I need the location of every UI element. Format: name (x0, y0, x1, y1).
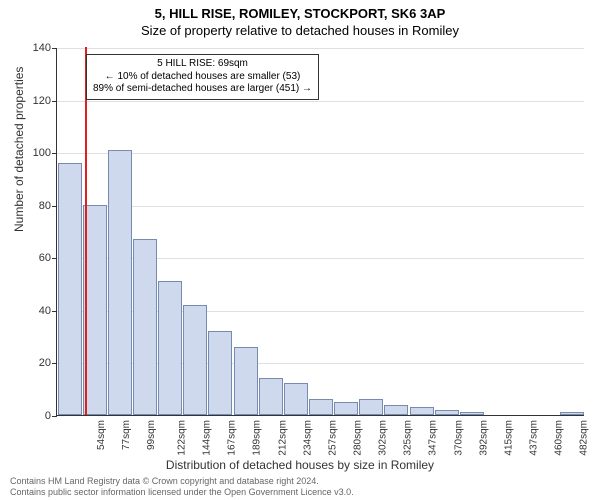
histogram-bar (58, 163, 82, 415)
histogram-bar (560, 412, 584, 415)
histogram-bar (158, 281, 182, 415)
x-tick-label: 167sqm (227, 420, 238, 456)
y-tick-label: 120 (33, 95, 57, 107)
y-tick-label: 40 (39, 305, 57, 317)
page-title-desc: Size of property relative to detached ho… (0, 21, 600, 38)
reference-line (85, 47, 87, 415)
x-tick-label: 212sqm (277, 420, 288, 456)
y-axis-title: Number of detached properties (12, 67, 26, 232)
y-tick-label: 20 (39, 357, 57, 369)
y-tick-label: 140 (33, 42, 57, 54)
x-tick-label: 460sqm (554, 420, 565, 456)
x-tick-label: 189sqm (252, 420, 263, 456)
x-tick-label: 99sqm (146, 420, 157, 450)
histogram-bar (284, 383, 308, 415)
y-tick-label: 60 (39, 252, 57, 264)
histogram-bar (384, 405, 408, 416)
histogram-bar (435, 410, 459, 415)
annotation-box: 5 HILL RISE: 69sqm ← 10% of detached hou… (86, 54, 319, 100)
x-tick-label: 302sqm (378, 420, 389, 456)
histogram-bar (309, 399, 333, 415)
x-tick-label: 280sqm (353, 420, 364, 456)
footer-line: Contains HM Land Registry data © Crown c… (10, 476, 354, 487)
annotation-line: 89% of semi-detached houses are larger (… (93, 83, 312, 96)
x-tick-label: 482sqm (579, 420, 590, 456)
annotation-line: 5 HILL RISE: 69sqm (93, 58, 312, 71)
y-tick-label: 100 (33, 147, 57, 159)
x-tick-label: 77sqm (121, 420, 132, 450)
annotation-line: ← 10% of detached houses are smaller (53… (93, 71, 312, 84)
x-tick-label: 54sqm (96, 420, 107, 450)
histogram-bar (359, 399, 383, 415)
x-tick-label: 347sqm (428, 420, 439, 456)
x-tick-label: 122sqm (177, 420, 188, 456)
chart-area: 02040608010012014054sqm77sqm99sqm122sqm1… (56, 48, 584, 416)
gridline (57, 206, 584, 207)
x-tick-label: 370sqm (453, 420, 464, 456)
x-tick-label: 325sqm (403, 420, 414, 456)
gridline (57, 48, 584, 49)
histogram-bar (208, 331, 232, 415)
histogram-bar (133, 239, 157, 415)
x-tick-label: 392sqm (478, 420, 489, 456)
page-title-address: 5, HILL RISE, ROMILEY, STOCKPORT, SK6 3A… (0, 0, 600, 21)
histogram-bar (410, 407, 434, 415)
x-tick-label: 144sqm (202, 420, 213, 456)
y-tick-label: 0 (45, 410, 57, 422)
gridline (57, 101, 584, 102)
histogram-bar (259, 378, 283, 415)
x-axis-title: Distribution of detached houses by size … (0, 458, 600, 472)
gridline (57, 153, 584, 154)
footer-attribution: Contains HM Land Registry data © Crown c… (10, 476, 354, 498)
y-tick-label: 80 (39, 200, 57, 212)
x-tick-label: 234sqm (302, 420, 313, 456)
histogram-bar (460, 412, 484, 415)
histogram-bar (234, 347, 258, 415)
x-tick-label: 415sqm (503, 420, 514, 456)
x-tick-label: 257sqm (327, 420, 338, 456)
histogram-bar (108, 150, 132, 415)
histogram-bar (334, 402, 358, 415)
histogram-bar (183, 305, 207, 415)
footer-line: Contains public sector information licen… (10, 487, 354, 498)
plot-area: 02040608010012014054sqm77sqm99sqm122sqm1… (56, 48, 584, 416)
x-tick-label: 437sqm (529, 420, 540, 456)
